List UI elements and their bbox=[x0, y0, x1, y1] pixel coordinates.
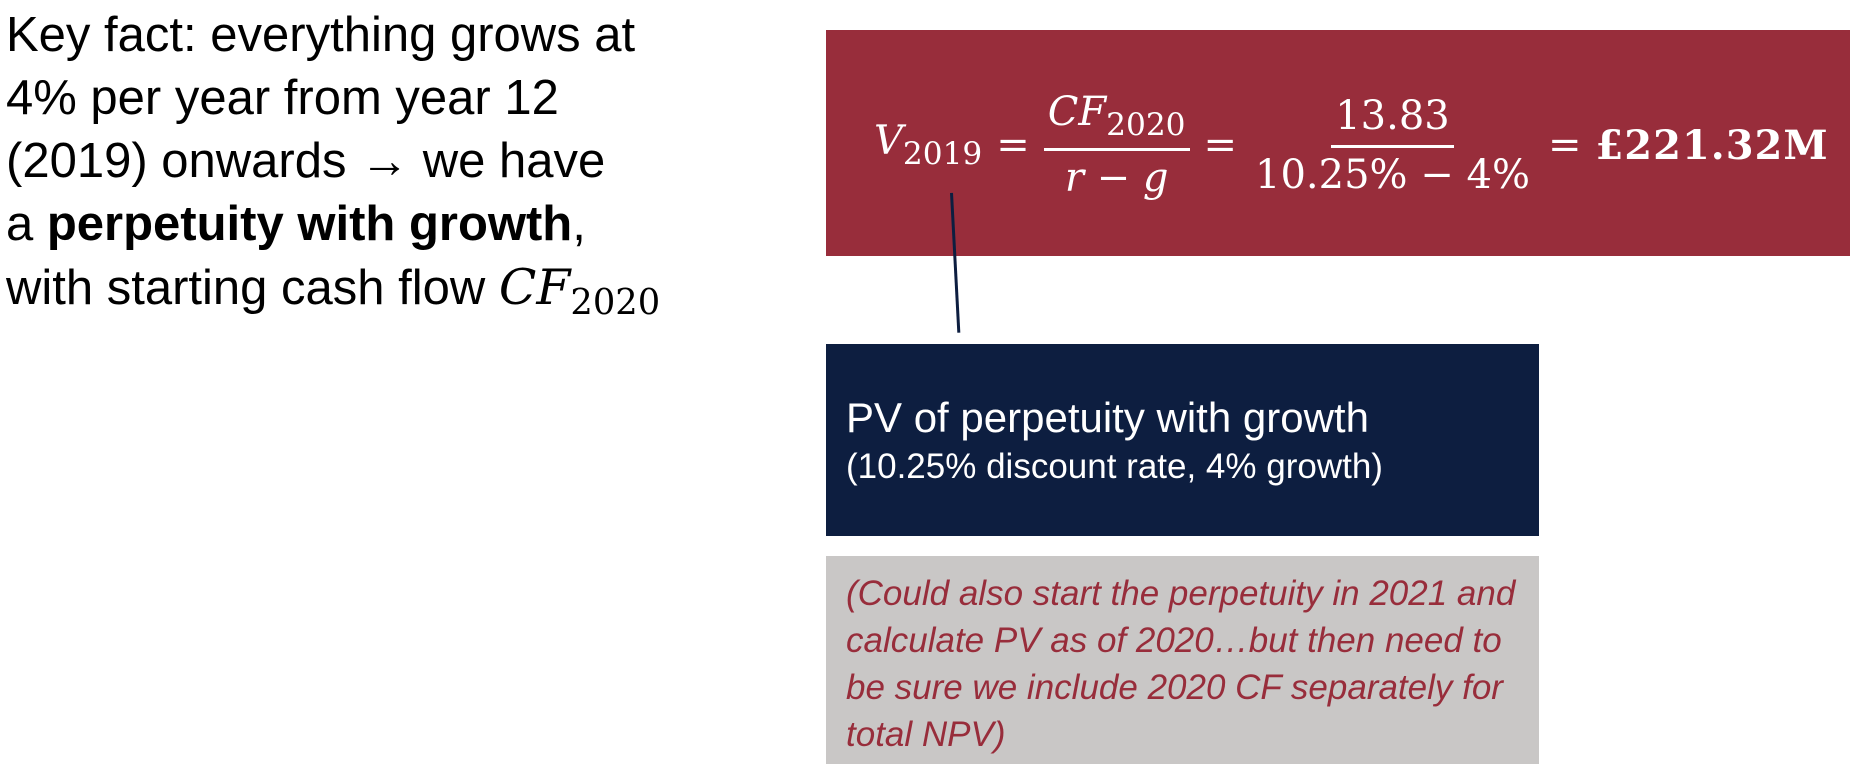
intro-line-3-start: (2019) onwards bbox=[6, 134, 361, 188]
intro-line-4-end: , bbox=[572, 197, 586, 251]
numeric-fraction: 13.83 10.25% − 4% bbox=[1251, 93, 1534, 198]
num-sub: 2020 bbox=[1106, 106, 1186, 143]
symbolic-fraction: CF2020 r − g bbox=[1043, 88, 1190, 202]
equals-sign-1: = bbox=[996, 122, 1030, 168]
intro-line-3-end: we have bbox=[409, 134, 606, 188]
formula-box: V2019 = CF2020 r − g = 13.83 10.25% − 4%… bbox=[826, 30, 1850, 256]
arrow-right-icon: → bbox=[360, 134, 410, 188]
equals-sign-2: = bbox=[1203, 122, 1238, 168]
lhs-sub: 2019 bbox=[902, 135, 983, 172]
lhs-var: V bbox=[874, 118, 903, 165]
cash-flow-sub: 2020 bbox=[570, 281, 661, 323]
numeric-denominator: 10.25% − 4% bbox=[1255, 151, 1530, 198]
intro-line-4: a perpetuity with growth, bbox=[6, 193, 706, 256]
fraction-denominator: r − g bbox=[1064, 155, 1169, 202]
pv-title: PV of perpetuity with growth bbox=[846, 394, 1369, 441]
intro-line-4-start: a bbox=[6, 197, 47, 251]
note-text: (Could also start the perpetuity in 2021… bbox=[846, 574, 1516, 754]
formula-result: £221.32M bbox=[1595, 121, 1829, 169]
note-box: (Could also start the perpetuity in 2021… bbox=[826, 556, 1539, 764]
fraction-numerator: CF2020 bbox=[1043, 88, 1190, 152]
intro-line-5: with starting cash flow CF2020 bbox=[6, 256, 706, 334]
intro-line-1: Key fact: everything grows at bbox=[6, 8, 636, 62]
valuation-formula: V2019 = CF2020 r − g = 13.83 10.25% − 4%… bbox=[874, 89, 1829, 202]
perpetuity-emphasis: perpetuity with growth bbox=[46, 197, 573, 251]
lhs-variable: V2019 bbox=[874, 118, 982, 172]
cash-flow-math: CF2020 bbox=[498, 259, 660, 323]
pv-subtitle: (10.25% discount rate, 4% growth) bbox=[846, 447, 1383, 486]
intro-line-5-start: with starting cash flow bbox=[6, 261, 499, 315]
numeric-numerator: 13.83 bbox=[1331, 93, 1454, 148]
intro-line-3: (2019) onwards → we have bbox=[6, 130, 706, 193]
num-var: CF bbox=[1047, 88, 1107, 135]
intro-line-2: 4% per year from year 12 bbox=[6, 71, 559, 125]
equals-sign-3: = bbox=[1547, 122, 1582, 168]
intro-text: Key fact: everything grows at 4% per yea… bbox=[6, 4, 706, 334]
pv-label-box: PV of perpetuity with growth (10.25% dis… bbox=[826, 344, 1539, 536]
cash-flow-var: CF bbox=[498, 259, 571, 316]
